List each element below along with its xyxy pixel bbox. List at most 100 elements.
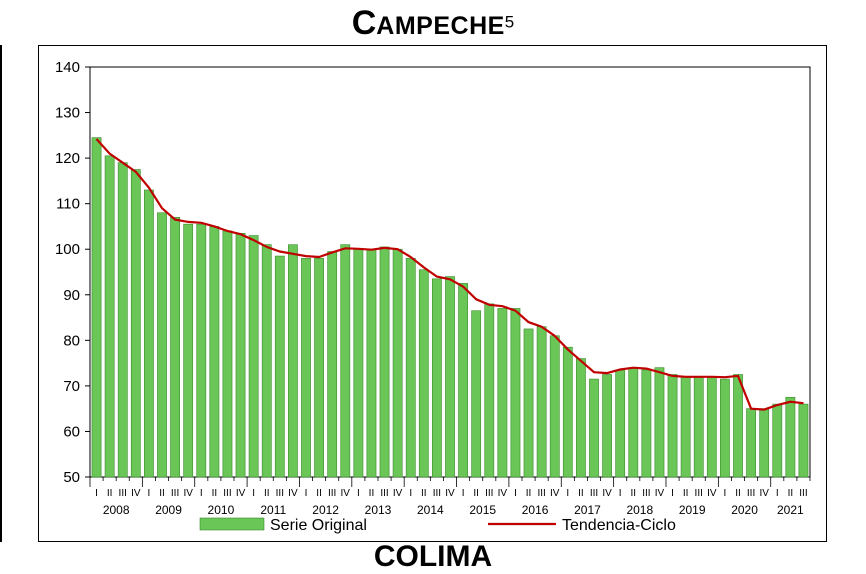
bar [144, 189, 154, 478]
quarter-tick-label: III [328, 488, 336, 499]
quarter-tick-label: III [433, 488, 441, 499]
year-label: 2019 [679, 503, 706, 517]
year-label: 2017 [574, 503, 601, 517]
year-label: 2018 [626, 503, 653, 517]
y-tick-label: 80 [63, 332, 80, 349]
year-label: 2015 [469, 503, 496, 517]
year-label: 2011 [260, 503, 286, 517]
quarter-tick-label: I [724, 488, 727, 499]
legend-label-serie-original: Serie Original [270, 517, 367, 534]
quarter-tick-label: IV [183, 488, 193, 499]
bar [785, 396, 796, 478]
bar [706, 376, 717, 478]
bar [654, 367, 665, 478]
bar [772, 403, 783, 478]
year-label: 2021 [777, 503, 804, 517]
year-label: 2014 [417, 503, 444, 517]
quarter-tick-label: III [223, 488, 231, 499]
bar [484, 303, 495, 478]
bar [274, 255, 285, 478]
y-tick-label: 90 [63, 287, 80, 304]
year-label: 2020 [731, 503, 758, 517]
quarter-tick-label: I [252, 488, 255, 499]
bar [379, 246, 390, 478]
bar [170, 217, 180, 478]
bar [602, 374, 612, 478]
bar [248, 235, 259, 478]
title-rest: AMPECHE [376, 12, 505, 40]
y-tick-label: 140 [55, 59, 80, 76]
bar [733, 374, 743, 478]
year-label: 2009 [155, 503, 182, 517]
bar [615, 369, 626, 478]
quarter-tick-label: II [578, 488, 584, 499]
bar [130, 169, 141, 478]
quarter-tick-label: II [159, 488, 165, 499]
bar [628, 367, 639, 478]
quarter-tick-label: II [788, 488, 794, 499]
bar [353, 248, 364, 478]
bar [680, 376, 691, 478]
bar [183, 223, 194, 478]
y-tick-label: 130 [55, 105, 80, 122]
bar [667, 374, 678, 478]
chart-frame [38, 45, 827, 542]
quarter-tick-label: IV [550, 488, 560, 499]
bar [549, 335, 560, 478]
quarter-tick-label: II [683, 488, 689, 499]
bar [288, 244, 298, 478]
quarter-tick-label: IV [131, 488, 141, 499]
title-superscript: 5 [504, 12, 515, 32]
quarter-tick-label: IV [759, 488, 769, 499]
quarter-tick-label: II [473, 488, 479, 499]
bar [117, 162, 128, 478]
quarter-tick-label: III [799, 488, 807, 499]
trend-line [95, 138, 804, 411]
bar [366, 248, 377, 478]
chart-title: CAMPECHE5 [0, 4, 866, 43]
y-tick-label: 50 [63, 469, 80, 486]
bar [196, 223, 207, 478]
quarter-tick-label: III [537, 488, 545, 499]
year-label: 2013 [365, 503, 392, 517]
y-tick-label: 60 [63, 423, 80, 440]
quarter-tick-label: II [421, 488, 427, 499]
bar [458, 283, 468, 478]
quarter-tick-label: I [305, 488, 308, 499]
bar [301, 258, 311, 478]
year-label: 2016 [522, 503, 549, 517]
bar [497, 308, 508, 478]
quarter-tick-label: I [776, 488, 779, 499]
quarter-tick-label: IV [498, 488, 508, 499]
quarter-tick-label: III [642, 488, 650, 499]
next-chart-title: COLIMA [373, 540, 493, 573]
quarter-tick-label: III [276, 488, 284, 499]
quarter-tick-label: II [369, 488, 375, 499]
y-tick-label: 100 [55, 241, 80, 258]
quarter-tick-label: III [590, 488, 598, 499]
bar [562, 346, 573, 478]
quarter-tick-label: IV [707, 488, 717, 499]
quarter-tick-label: II [526, 488, 532, 499]
y-tick-label: 110 [56, 196, 80, 213]
legend-bar-swatch [199, 517, 265, 531]
bar [589, 378, 599, 478]
quarter-tick-label: IV [445, 488, 455, 499]
bar [720, 378, 730, 478]
quarter-tick-label: IV [236, 488, 246, 499]
bar [418, 269, 429, 478]
bar [523, 328, 534, 478]
quarter-tick-label: II [212, 488, 218, 499]
legend-label-tendencia-ciclo: Tendencia-Ciclo [562, 517, 676, 534]
bar [510, 308, 521, 478]
quarter-tick-label: III [171, 488, 179, 499]
bar [157, 212, 167, 478]
quarter-tick-label: I [462, 488, 465, 499]
quarter-tick-label: IV [341, 488, 351, 499]
quarter-tick-label: III [380, 488, 388, 499]
title-initial: C [351, 4, 377, 42]
quarter-tick-label: IV [655, 488, 665, 499]
quarter-tick-label: II [264, 488, 270, 499]
left-border-line [0, 45, 2, 542]
